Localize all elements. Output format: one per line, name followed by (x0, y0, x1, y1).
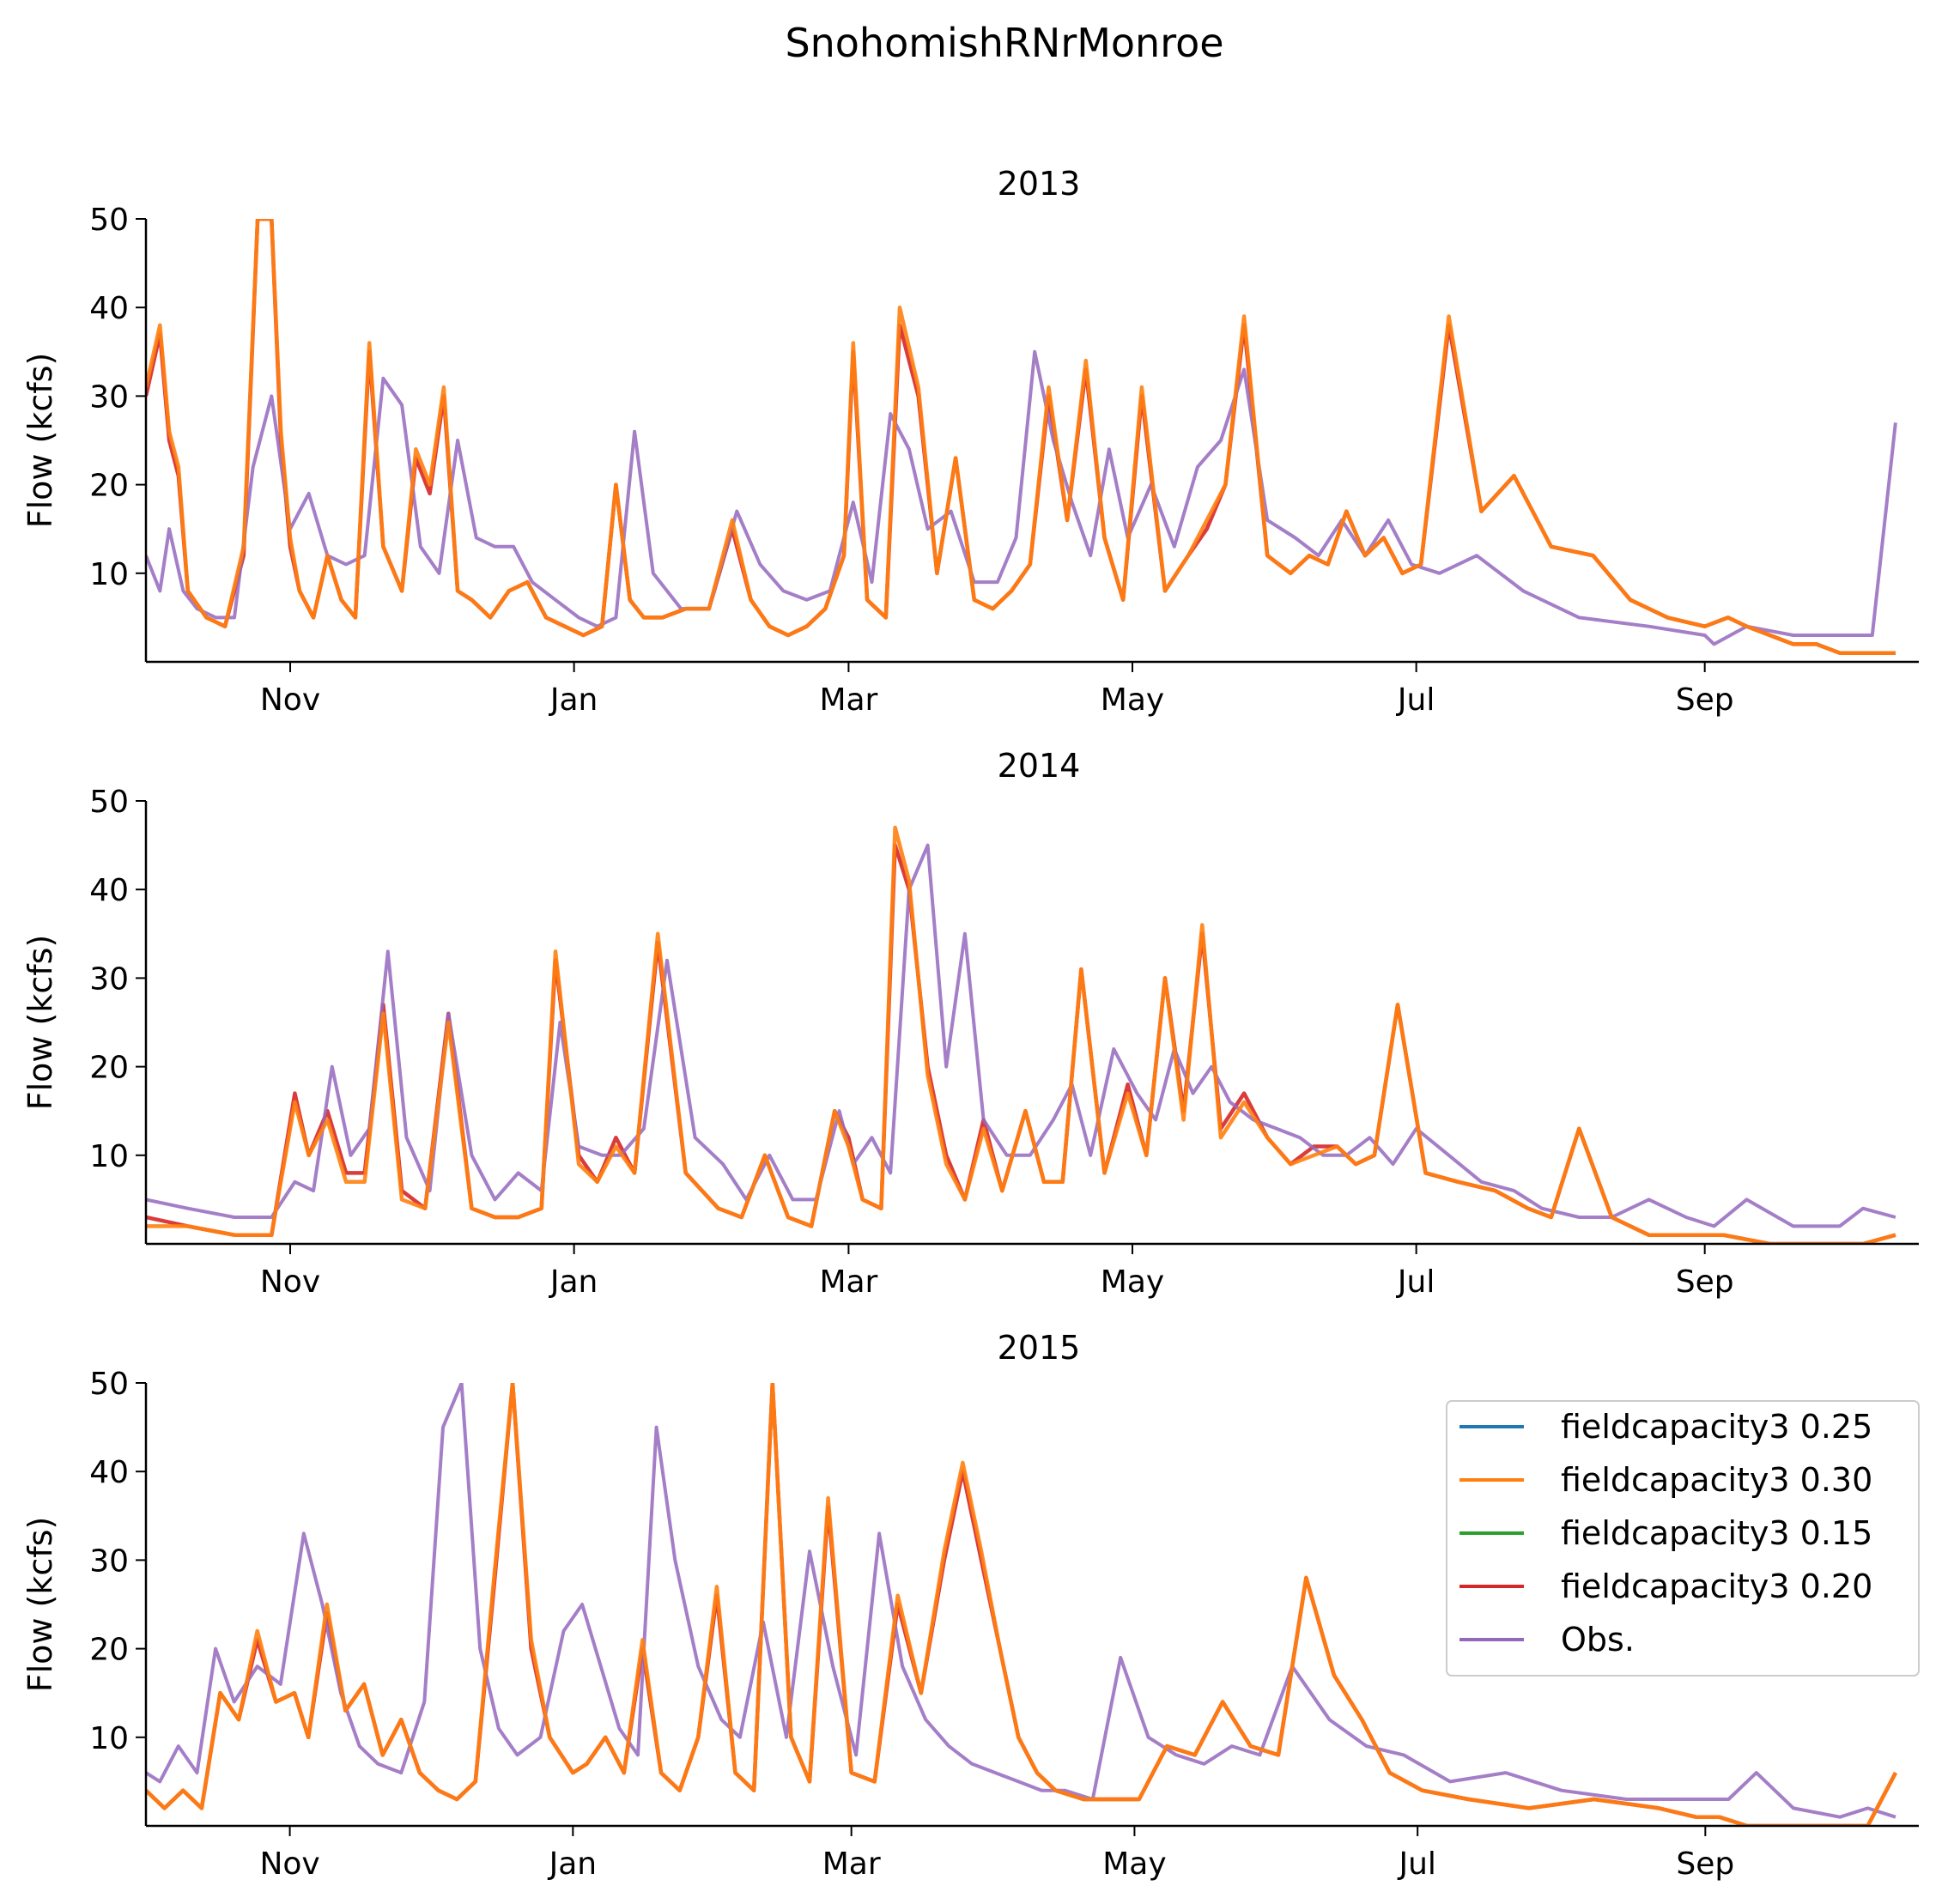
y-tick-label: 10 (89, 557, 129, 592)
series-group (146, 825, 1896, 1244)
y-tick-label: 10 (89, 1721, 129, 1756)
panel-2013: 2013 Flow (kcfs) 10 20 30 40 50 Nov Jan Mar May J… (21, 165, 1919, 718)
x-tick-label: May (1102, 1846, 1166, 1882)
x-tick-label: Jul (1396, 682, 1435, 718)
x-tick-label: Nov (260, 682, 320, 718)
y-tick-label: 20 (89, 1633, 129, 1668)
y-tick-label: 40 (89, 291, 129, 326)
series-line-fieldcapacity3-0-30 (146, 1383, 1897, 1826)
x-tick-label: Sep (1676, 1264, 1734, 1300)
legend-label: fieldcapacity3 0.15 (1561, 1514, 1872, 1552)
y-tick-label: 10 (89, 1139, 129, 1174)
panel-title: 2015 (998, 1329, 1081, 1367)
y-tick-label: 20 (89, 469, 129, 504)
legend-entry: fieldcapacity3 0.25 (1459, 1408, 1872, 1446)
y-tick-label: 40 (89, 873, 129, 908)
y-tick-label: 30 (89, 961, 129, 997)
x-tick-label: Mar (819, 1264, 877, 1300)
y-axis-title: Flow (kcfs) (21, 353, 59, 529)
y-tick-label: 40 (89, 1455, 129, 1490)
panel-title: 2013 (998, 165, 1081, 203)
series-group (146, 219, 1897, 655)
x-tick-label: Jan (549, 682, 598, 718)
x-tick-label: Sep (1676, 682, 1734, 718)
legend-entry: fieldcapacity3 0.30 (1459, 1461, 1872, 1499)
x-tick-label: Jul (1396, 1264, 1435, 1300)
x-tick-label: May (1101, 682, 1164, 718)
y-axis-title: Flow (kcfs) (21, 1517, 59, 1693)
x-tick-label: Jan (549, 1264, 598, 1300)
figure-title: SnohomishRNrMonroe (785, 20, 1223, 66)
panel-2015: 2015 Flow (kcfs) 10 20 30 40 50 Nov Jan Mar May J… (21, 1329, 1919, 1882)
x-tick-label: May (1101, 1264, 1164, 1300)
legend-entry: Obs. (1459, 1621, 1635, 1658)
legend-label: fieldcapacity3 0.25 (1561, 1408, 1872, 1446)
y-tick-label: 50 (89, 203, 129, 238)
panel-title: 2014 (998, 747, 1081, 785)
panel-2014: 2014 Flow (kcfs) 10 20 30 40 50 Nov Jan Mar May J… (21, 747, 1919, 1300)
legend-frame (1446, 1400, 1920, 1677)
series-group (146, 1383, 1897, 1826)
series-line-obs (146, 349, 1897, 646)
x-tick-label: Mar (819, 682, 877, 718)
x-tick-label: Sep (1676, 1846, 1734, 1882)
x-tick-label: Nov (259, 1846, 319, 1882)
plot-area: 10 20 30 40 50 Nov Jan Mar May Jul Sep (89, 203, 1919, 718)
x-tick-label: Jan (548, 1846, 598, 1882)
plot-area: 10 20 30 40 50 Nov Jan Mar May Jul Sep (89, 1367, 1919, 1882)
legend-label: Obs. (1561, 1621, 1635, 1658)
y-tick-label: 30 (89, 1543, 129, 1579)
y-axis-title: Flow (kcfs) (21, 935, 59, 1111)
x-tick-label: Mar (822, 1846, 881, 1882)
legend: fieldcapacity3 0.25 fieldcapacity3 0.30 … (1446, 1400, 1920, 1677)
legend-label: fieldcapacity3 0.20 (1561, 1567, 1872, 1605)
x-tick-label: Nov (260, 1264, 320, 1300)
legend-entry: fieldcapacity3 0.20 (1459, 1567, 1872, 1605)
x-tick-label: Jul (1397, 1846, 1435, 1882)
y-tick-label: 50 (89, 1367, 129, 1402)
legend-entry: fieldcapacity3 0.15 (1459, 1514, 1872, 1552)
y-tick-label: 30 (89, 379, 129, 415)
series-line-fieldcapacity3-0-30 (146, 825, 1896, 1244)
y-tick-label: 50 (89, 785, 129, 820)
series-line-fieldcapacity3-0-30 (146, 219, 1896, 655)
legend-label: fieldcapacity3 0.30 (1561, 1461, 1872, 1499)
plot-area: 10 20 30 40 50 Nov Jan Mar May Jul Sep (89, 785, 1919, 1300)
y-tick-label: 20 (89, 1051, 129, 1086)
